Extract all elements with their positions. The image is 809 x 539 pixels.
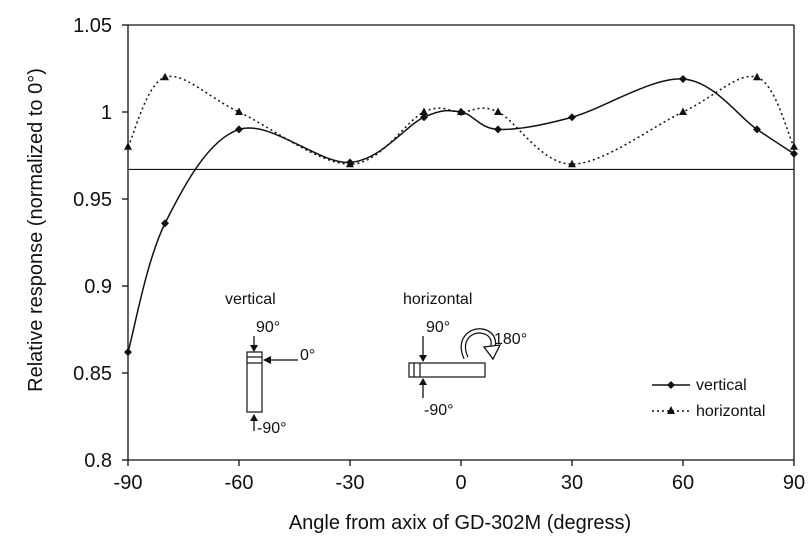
axes: -90 -60 -30 0 30 60 90 0.8 0.85 0.9 0.95 1 1.05 (73, 15, 805, 494)
vertical-side-arrowhead (263, 356, 271, 364)
data-point-vertical (568, 113, 576, 122)
y-axis-title: Relative response (normalized to 0°) (25, 68, 47, 392)
data-point-horizontal (235, 107, 243, 115)
data-point-vertical (420, 113, 428, 122)
data-point-vertical (161, 219, 169, 228)
horizontal-sensor-body (408, 362, 486, 378)
data-point-horizontal (457, 107, 465, 115)
horizontal-bottom-arrowhead (419, 378, 427, 385)
x-tick-label: 30 (561, 472, 583, 494)
data-point-horizontal (679, 107, 687, 115)
legend-marker-vertical (667, 381, 675, 389)
data-point-horizontal (420, 107, 428, 115)
data-point-horizontal (753, 72, 761, 81)
x-tick-label: -90 (114, 472, 143, 494)
data-point-horizontal (568, 159, 576, 168)
x-tick-label: 90 (783, 472, 805, 494)
horizontal-top-arrowhead (419, 355, 427, 362)
data-point-vertical (494, 125, 502, 134)
y-tick-label: 1.05 (73, 15, 112, 37)
x-axis-title: Angle from axix of GD-302M (degress) (289, 512, 631, 534)
vertical-top-arrowhead (250, 345, 258, 352)
y-tick-label: 0.9 (84, 276, 112, 298)
inset-horizontal-title: horizontal (403, 291, 472, 308)
data-point-horizontal (346, 159, 354, 168)
data-point-horizontal (161, 72, 169, 81)
x-tick-label: 0 (455, 472, 466, 494)
x-tick-label: -30 (336, 472, 365, 494)
data-point-horizontal (494, 107, 502, 115)
x-tick-label: -60 (225, 472, 254, 494)
rotation-arrowhead (482, 344, 502, 361)
x-tick-label: 60 (672, 472, 694, 494)
y-tick-label: 0.85 (73, 363, 112, 385)
data-point-vertical (679, 74, 687, 83)
vertical-bottom-arrowhead (250, 414, 258, 421)
series-line-horizontal (127, 75, 795, 165)
vertical-sensor-body (246, 351, 263, 413)
inset-vertical-title: vertical (225, 291, 276, 308)
y-tick-label: 0.95 (73, 189, 112, 211)
plot-area (124, 72, 798, 357)
rotation-arrow-icon (461, 329, 495, 359)
inset-vertical-top-label: 90° (256, 319, 280, 336)
series-line-vertical (127, 78, 795, 353)
inset-diagrams: vertical 90° 0° -90° horizontal 90° -90°… (225, 291, 527, 437)
y-tick-label: 0.8 (84, 450, 112, 472)
legend-marker-horizontal (667, 406, 675, 414)
inset-horizontal-top-label: 90° (426, 319, 450, 336)
inset-vertical-bottom-label: -90° (257, 420, 287, 437)
inset-horizontal-rotation-label: 180° (494, 331, 527, 348)
legend-label-vertical: vertical (696, 377, 747, 394)
y-tick-label: 1 (101, 102, 112, 124)
inset-horizontal-bottom-label: -90° (424, 402, 454, 419)
data-point-vertical (753, 125, 761, 134)
data-point-vertical (235, 125, 243, 134)
inset-vertical-side-label: 0° (300, 347, 315, 364)
legend-label-horizontal: horizontal (696, 403, 765, 420)
legend: vertical horizontal (652, 377, 765, 420)
